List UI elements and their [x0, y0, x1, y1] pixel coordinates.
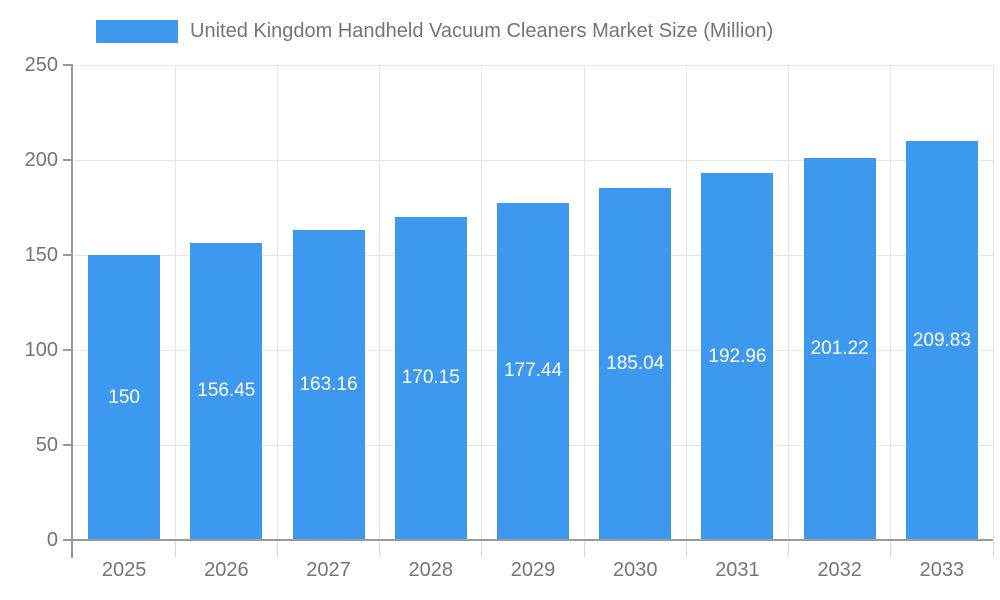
v-gridline — [174, 65, 176, 540]
v-gridline — [583, 65, 585, 540]
x-axis-tick — [890, 540, 892, 557]
y-axis-label: 0 — [46, 529, 58, 551]
y-axis-label: 250 — [24, 54, 58, 76]
y-axis-label: 200 — [24, 149, 58, 171]
bar-value-label: 201.22 — [810, 337, 869, 359]
bar-value-label: 170.15 — [401, 367, 460, 389]
plot-area: 150 156.45 163.16 170.15 177.44 185.04 192.96 2… — [73, 64, 994, 540]
bar-2033[interactable]: 209.83 — [905, 141, 978, 540]
x-axis-label: 2033 — [919, 559, 965, 581]
bar-2025[interactable]: 150 — [88, 255, 161, 540]
v-gridline — [685, 65, 687, 540]
bar-2032[interactable]: 201.22 — [803, 157, 876, 540]
legend-item[interactable]: United Kingdom Handheld Vacuum Cleaners … — [96, 17, 773, 45]
x-axis-label: 2025 — [101, 559, 147, 581]
v-gridline — [276, 65, 278, 540]
x-axis-tick — [174, 540, 176, 557]
legend-label[interactable]: United Kingdom Handheld Vacuum Cleaners … — [190, 20, 774, 42]
x-axis-line — [63, 539, 993, 541]
x-axis-label: 2029 — [510, 559, 556, 581]
bar-2031[interactable]: 192.96 — [701, 173, 774, 540]
bar-value-label: 185.04 — [606, 353, 665, 375]
v-gridline — [481, 65, 483, 540]
x-axis-tick — [685, 540, 687, 557]
v-gridline — [788, 65, 790, 540]
y-axis-label: 150 — [24, 244, 58, 266]
bar-2028[interactable]: 170.15 — [394, 216, 467, 540]
bar-2027[interactable]: 163.16 — [292, 230, 365, 540]
x-axis-tick — [992, 540, 994, 557]
bar-value-label: 192.96 — [708, 345, 767, 367]
y-axis-tick — [63, 64, 73, 66]
y-axis-tick — [63, 444, 73, 446]
bar-value-label: 177.44 — [503, 360, 563, 382]
y-axis-tick — [63, 159, 73, 161]
x-axis-tick — [583, 540, 585, 557]
bar-value-label: 163.16 — [299, 374, 358, 395]
bar-2030[interactable]: 185.04 — [599, 188, 672, 540]
v-gridline — [890, 65, 892, 540]
x-axis-label: 2030 — [612, 559, 658, 581]
x-axis-tick — [788, 540, 790, 557]
bar-value-label: 156.45 — [197, 380, 256, 402]
x-axis-label: 2031 — [715, 559, 760, 581]
x-axis-tick — [481, 540, 483, 557]
h-gridline — [73, 64, 993, 66]
y-axis-line — [71, 65, 73, 558]
bar-value-label: 209.83 — [912, 329, 971, 351]
v-gridline — [992, 65, 994, 540]
x-axis-tick — [276, 540, 278, 557]
bar-2026[interactable]: 156.45 — [190, 242, 263, 540]
y-axis-label: 50 — [35, 434, 58, 456]
x-axis-label: 2027 — [306, 559, 351, 581]
y-axis-label: 100 — [24, 339, 58, 361]
v-gridline — [379, 65, 381, 540]
x-axis-label: 2028 — [408, 559, 454, 581]
y-axis-tick — [63, 349, 73, 351]
x-axis-label: 2032 — [817, 559, 862, 581]
legend-swatch[interactable] — [96, 19, 178, 43]
y-axis-tick — [63, 254, 73, 256]
x-axis-label: 2026 — [204, 559, 249, 581]
x-axis-tick — [379, 540, 381, 557]
bar-value-label: 150 — [108, 386, 140, 408]
bar-2029[interactable]: 177.44 — [497, 202, 569, 540]
h-gridline — [73, 159, 993, 161]
